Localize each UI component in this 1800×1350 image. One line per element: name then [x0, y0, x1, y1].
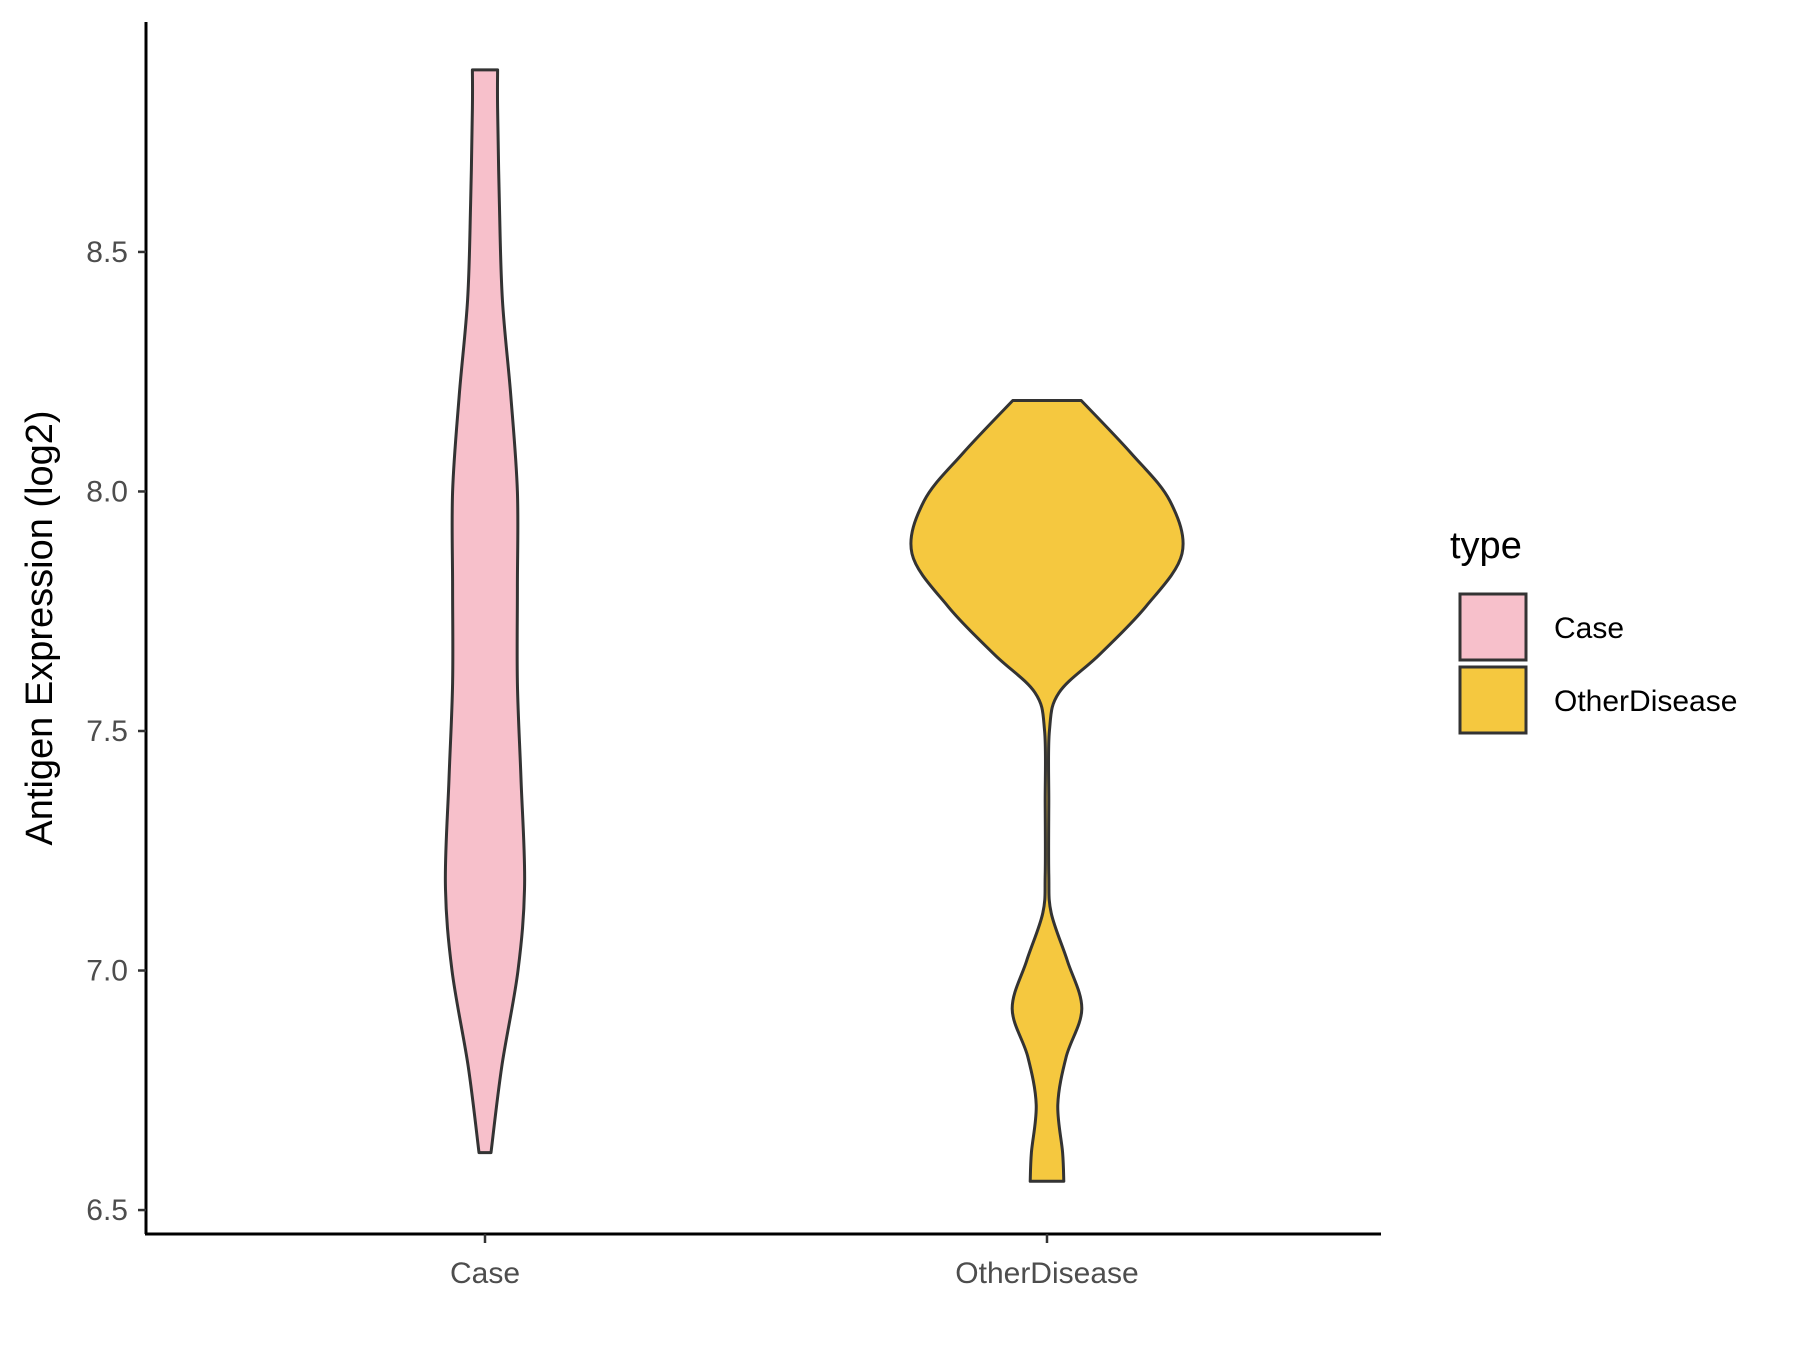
x-tick-label: Case	[450, 1257, 520, 1290]
y-tick-label: 7.0	[86, 955, 128, 988]
x-axis-ticks: Case OtherDisease	[450, 1234, 1139, 1290]
y-tick-label: 7.5	[86, 715, 128, 748]
y-axis-title: Antigen Expression (log2)	[19, 410, 61, 845]
legend-label-otherdisease: OtherDisease	[1554, 685, 1737, 718]
legend-title: type	[1450, 525, 1522, 567]
violin-case	[443, 68, 527, 1155]
y-tick-label: 6.5	[86, 1194, 128, 1227]
y-axis-ticks: 6.5 7.0 7.5 8.0 8.5	[86, 236, 146, 1227]
y-tick-label: 8.0	[86, 475, 128, 508]
legend-entries: Case OtherDisease	[1458, 592, 1737, 735]
legend-swatch-case	[1458, 592, 1528, 662]
legend-swatch-otherdisease	[1458, 665, 1528, 735]
legend-label-case: Case	[1554, 612, 1624, 645]
x-tick-label: OtherDisease	[955, 1257, 1138, 1290]
violin-otherdisease	[909, 399, 1185, 1183]
legend: type Case OtherDisease	[1450, 525, 1737, 735]
y-tick-label: 8.5	[86, 236, 128, 269]
violin-layer	[443, 68, 1185, 1183]
